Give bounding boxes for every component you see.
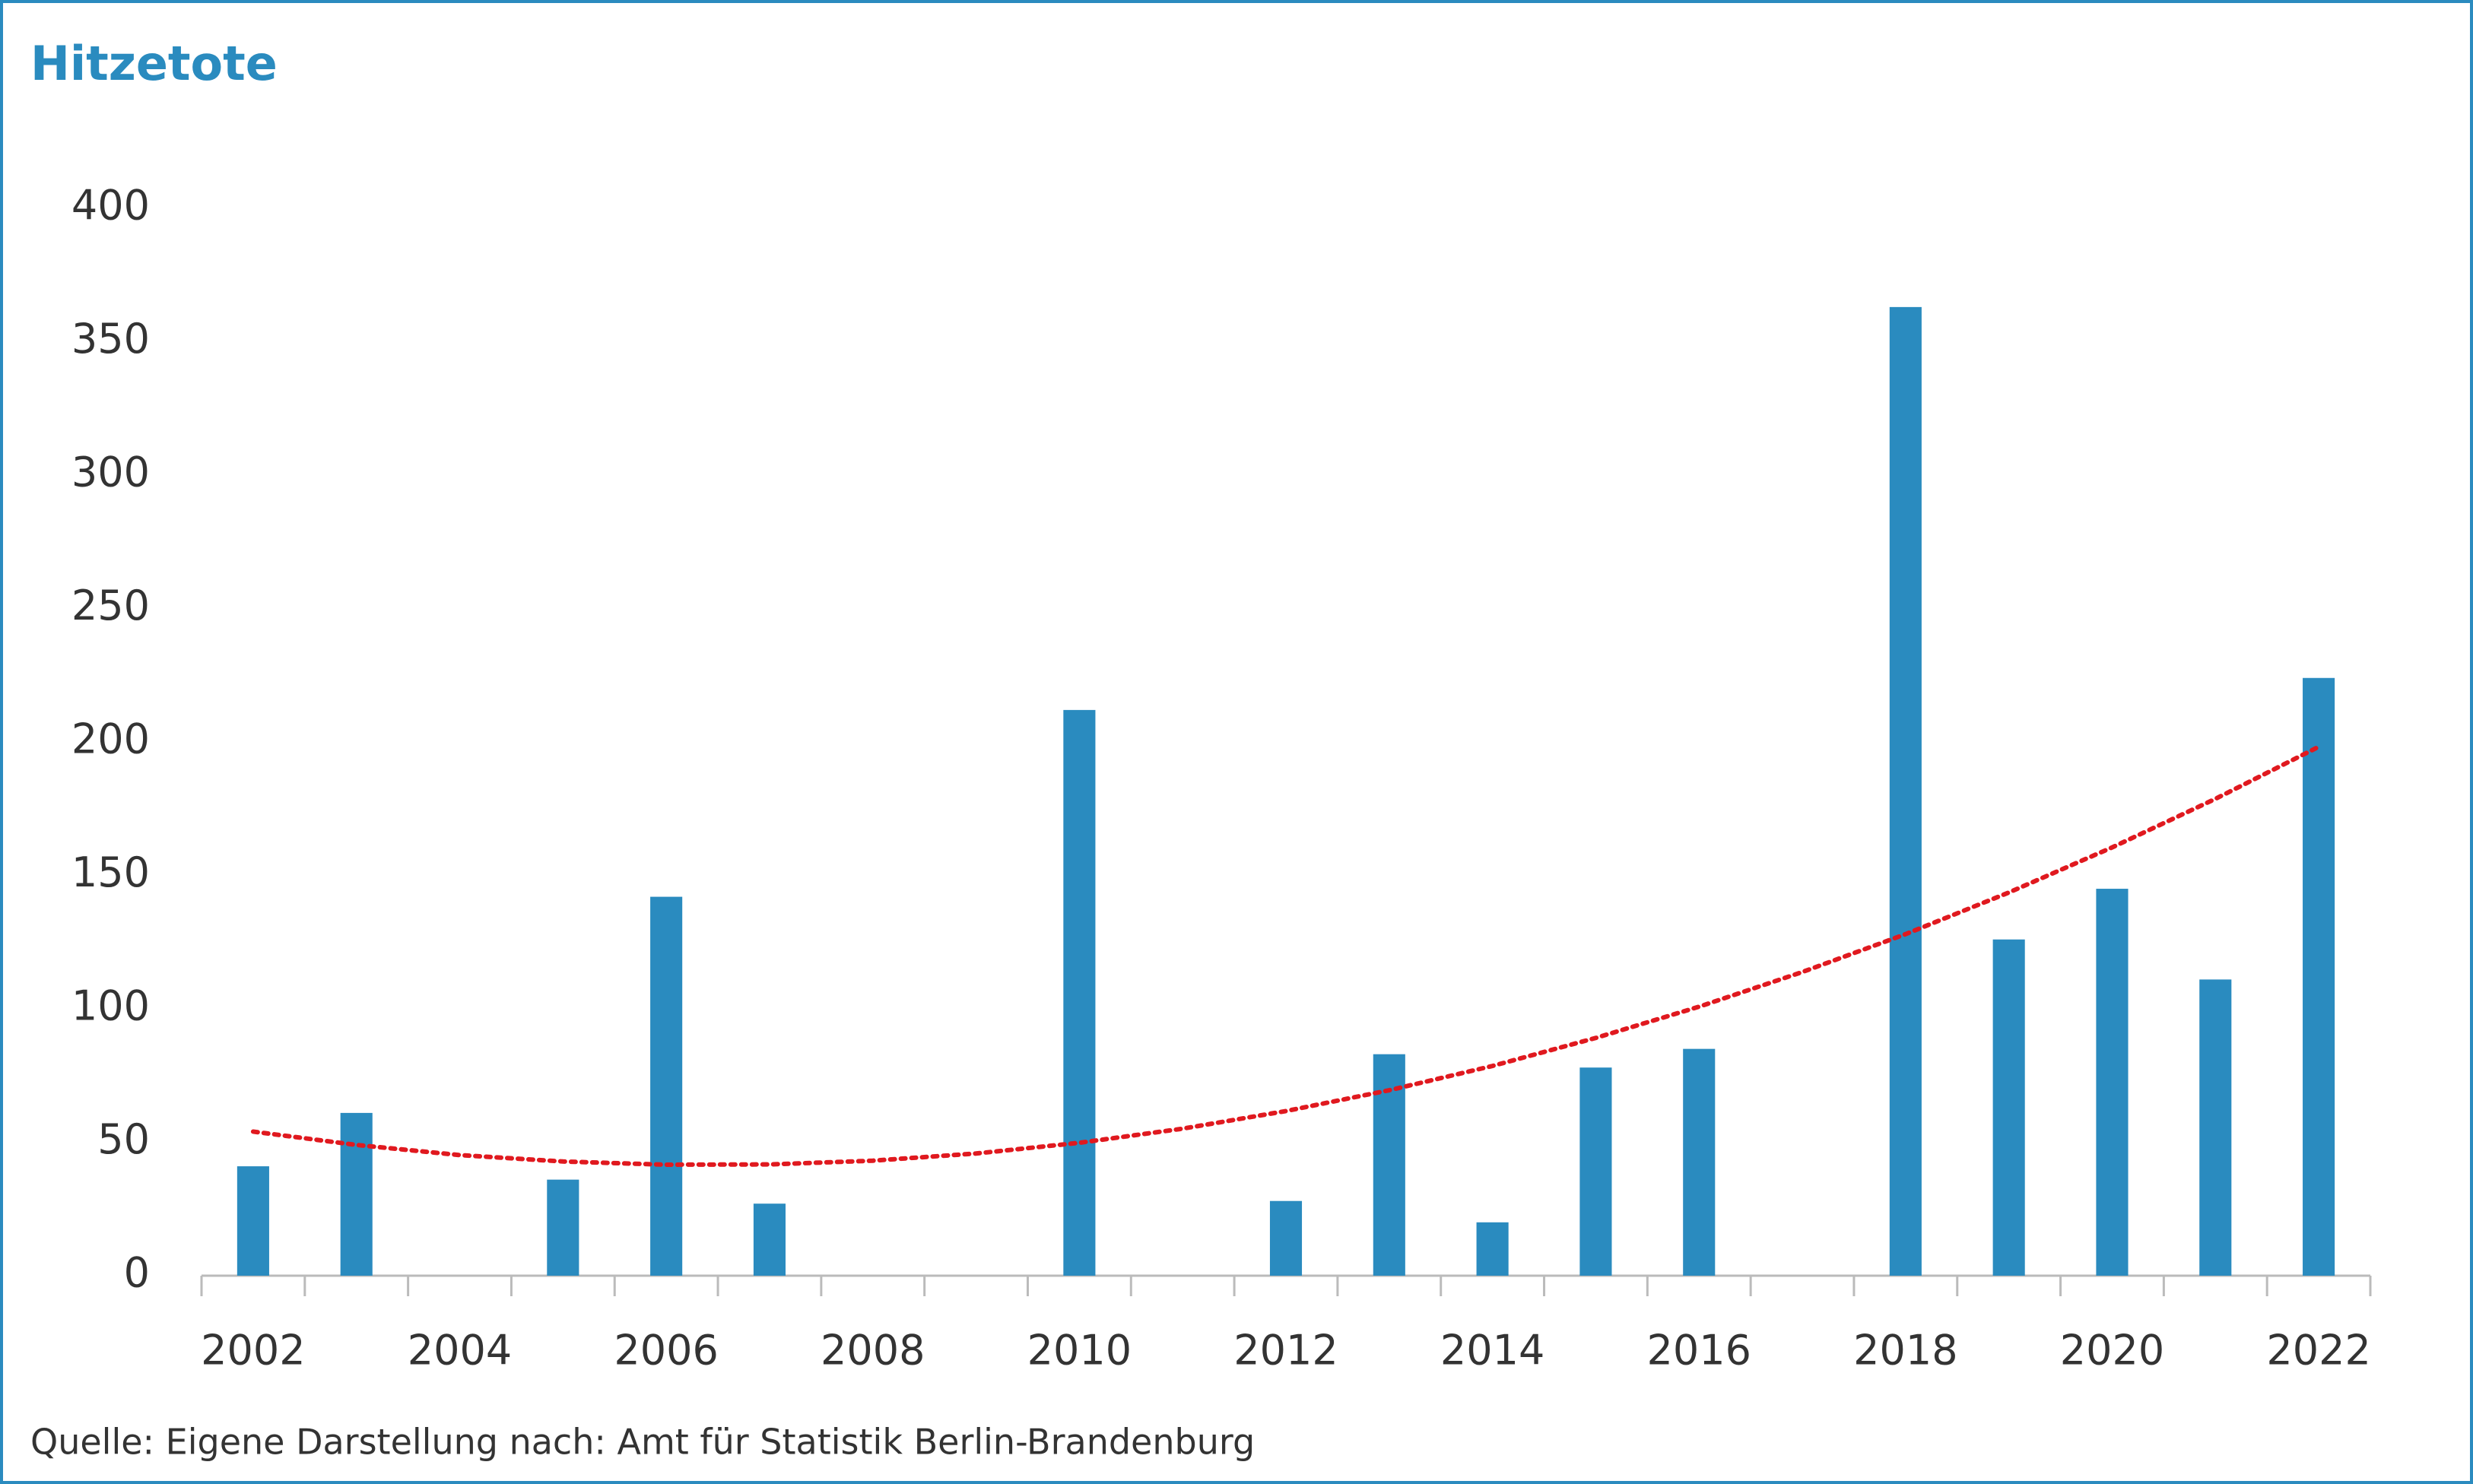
x-tick-label: 2004 (408, 1327, 512, 1375)
x-tick-label: 2012 (1233, 1327, 1338, 1375)
bar (1889, 306, 1922, 1276)
bar (2096, 889, 2129, 1276)
bar (650, 896, 683, 1276)
chart-title: Hitzetote (30, 36, 278, 91)
x-tick-label: 2008 (821, 1327, 925, 1375)
x-tick-label: 2022 (2266, 1327, 2370, 1375)
bar (1063, 709, 1096, 1276)
bar (1579, 1067, 1612, 1276)
x-tick-label: 2018 (1853, 1327, 1957, 1375)
trendline (250, 744, 2322, 1167)
y-tick-label: 200 (71, 715, 150, 763)
x-tick-label: 2014 (1440, 1327, 1544, 1375)
x-tick-label: 2020 (2060, 1327, 2164, 1375)
x-tick-label: 2002 (201, 1327, 305, 1375)
y-tick-label: 50 (97, 1115, 150, 1163)
x-tick-label: 2010 (1027, 1327, 1132, 1375)
y-tick-label: 150 (71, 848, 150, 896)
y-tick-label: 400 (71, 182, 150, 230)
bar (547, 1179, 579, 1276)
bar (1476, 1222, 1509, 1276)
source-note: Quelle: Eigene Darstellung nach: Amt für… (30, 1422, 1255, 1463)
bar (1269, 1200, 1303, 1276)
bar (237, 1166, 269, 1276)
bar (1992, 939, 2025, 1276)
bar (1683, 1048, 1716, 1276)
y-tick-label: 0 (124, 1249, 150, 1297)
bar (2303, 677, 2335, 1276)
bar (340, 1112, 373, 1276)
y-tick-label: 300 (71, 449, 150, 496)
y-tick-label: 100 (71, 982, 150, 1030)
bar (2199, 979, 2232, 1276)
y-tick-label: 350 (71, 315, 150, 363)
bar (753, 1203, 786, 1276)
y-tick-label: 250 (71, 582, 150, 629)
x-tick-label: 2016 (1647, 1327, 1751, 1375)
x-tick-label: 2006 (614, 1327, 718, 1375)
